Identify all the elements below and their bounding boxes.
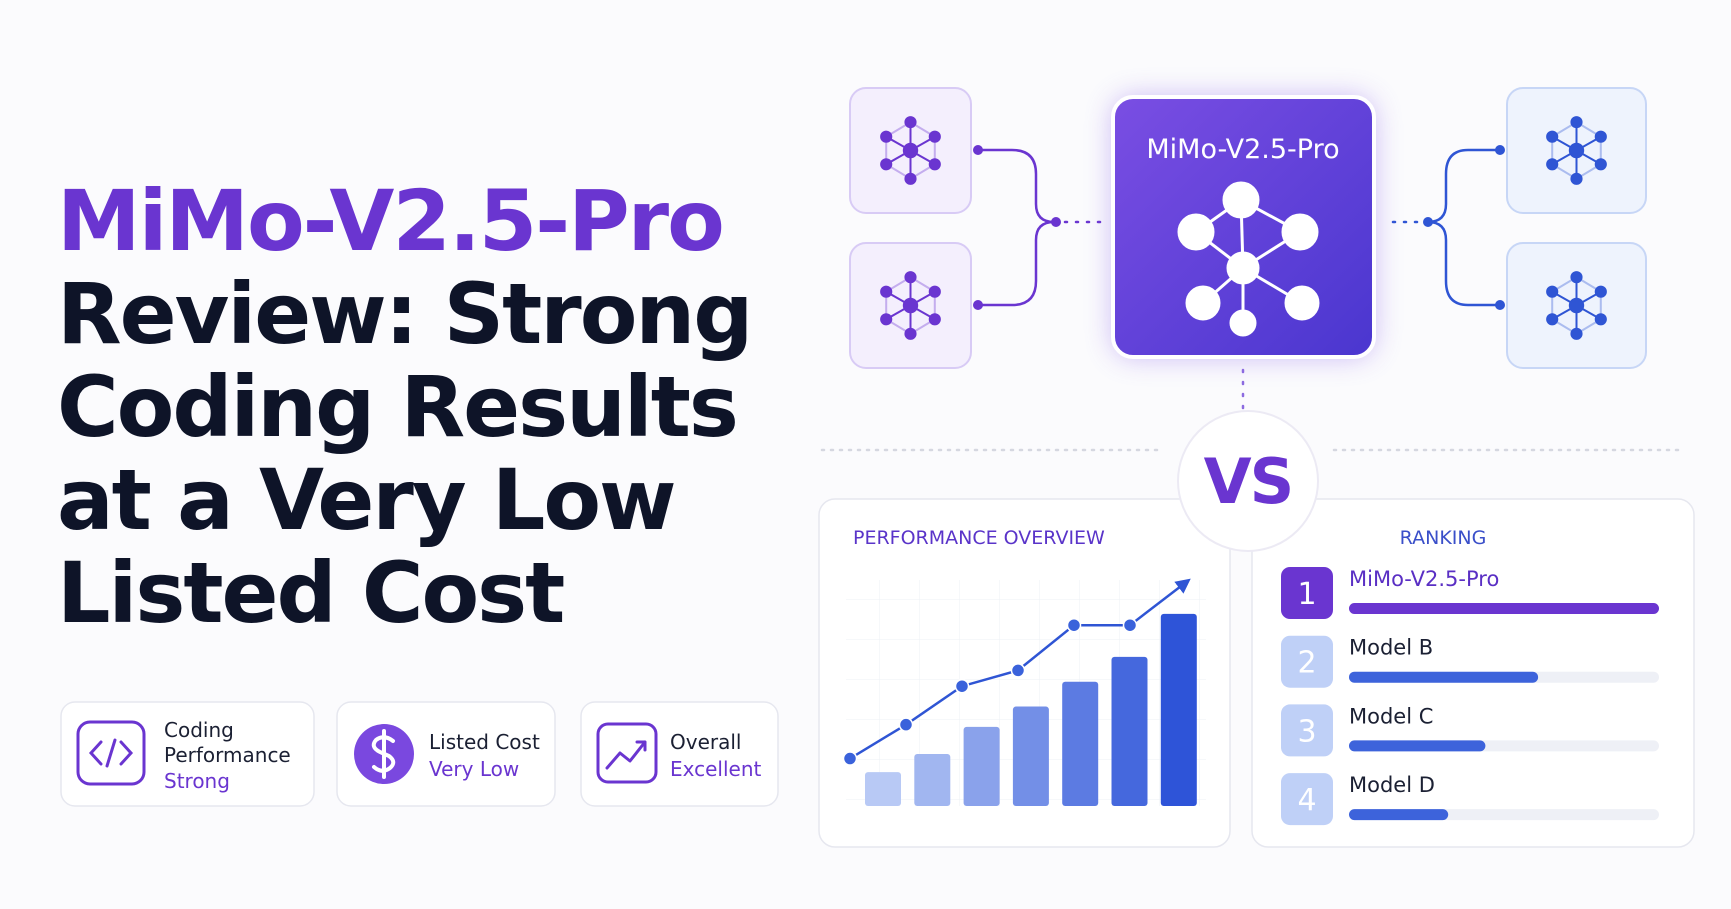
rank-number: 3 (1297, 714, 1316, 749)
rank-number: 4 (1297, 783, 1316, 818)
performance-title: PERFORMANCE OVERVIEW (853, 527, 1105, 549)
bar (963, 726, 1000, 806)
code-icon-glyph (88, 738, 134, 768)
model-name: Model C (1349, 704, 1433, 728)
trend-point (1122, 617, 1138, 633)
bar (914, 754, 951, 806)
model-name: Model D (1349, 773, 1435, 797)
headline-line: Coding Results (57, 358, 737, 456)
bar (1062, 681, 1099, 806)
score-bar (1349, 809, 1449, 821)
model-name: MiMo-V2.5-Pro (1349, 567, 1499, 591)
vs-label: VS (1204, 445, 1293, 518)
trend-point (898, 717, 914, 732)
center-icon (1177, 181, 1320, 337)
headline-line: at a Very Low (57, 451, 675, 549)
dollar-icon-glyph (371, 729, 396, 779)
trend-point (1010, 663, 1026, 678)
badge: Coding Performance Strong (60, 701, 315, 807)
performance-chart (842, 578, 1197, 806)
badge-card (60, 701, 315, 807)
trend-point (1066, 617, 1082, 633)
headline: MiMo-V2.5-Pro Review: Strong Coding Resu… (57, 172, 753, 642)
badge-value: Strong (164, 769, 230, 793)
connectors (973, 145, 1505, 414)
badge: Overall Excellent (580, 701, 779, 807)
ranking-list: 1 MiMo-V2.5-Pro 2 Model B 3 Model C 4 Model D (1281, 567, 1659, 826)
score-bar (1349, 740, 1486, 752)
badge-value: Excellent (670, 757, 762, 781)
headline-line: Listed Cost (57, 544, 564, 642)
rank-box (1281, 567, 1333, 619)
rank-box (1281, 773, 1333, 826)
trend-icon (596, 722, 658, 784)
trend-point (954, 678, 970, 694)
badge-label: Overall (670, 730, 741, 754)
badge-label: Listed Cost (429, 730, 540, 754)
trend-icon-glyph (605, 740, 647, 770)
headline-highlight: MiMo-V2.5-Pro (57, 172, 723, 270)
badge-label: Performance (164, 743, 291, 767)
code-icon (76, 720, 146, 786)
badge-value: Very Low (429, 757, 519, 781)
rank-box (1281, 635, 1333, 688)
model-name: Model B (1349, 636, 1433, 660)
bar (1111, 656, 1148, 806)
center-label: MiMo-V2.5-Pro (1146, 134, 1339, 165)
ranking-title: RANKING (1400, 527, 1487, 549)
bar (1012, 706, 1049, 806)
score-bar (1349, 671, 1539, 683)
rank-number: 2 (1297, 646, 1316, 681)
badge-card (580, 701, 779, 807)
vs-circle (1177, 410, 1319, 552)
score-bar (1349, 603, 1659, 614)
badge: Listed Cost Very Low (336, 701, 556, 807)
headline-line: Review: Strong (57, 265, 751, 363)
bar (1160, 613, 1197, 806)
rank-number: 1 (1297, 577, 1316, 612)
bar (865, 772, 901, 806)
badge-label: Coding (164, 718, 234, 742)
trend-point (842, 751, 858, 766)
model-diagram: MiMo-V2.5-Pro (849, 87, 1647, 414)
rank-box (1281, 704, 1333, 757)
